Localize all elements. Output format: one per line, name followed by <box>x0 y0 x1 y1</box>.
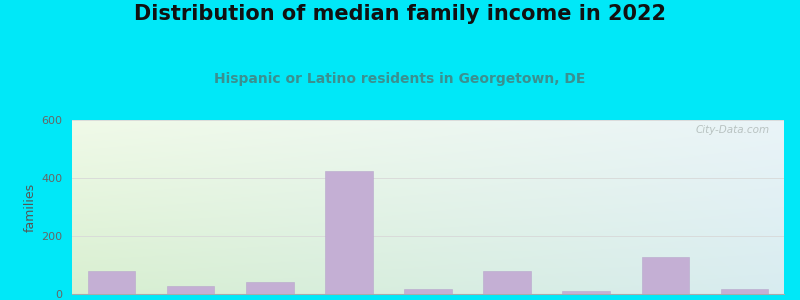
Bar <box>246 282 294 294</box>
Bar <box>721 289 768 294</box>
Bar <box>562 290 610 294</box>
Bar <box>642 257 689 294</box>
Bar <box>483 271 531 294</box>
Text: City-Data.com: City-Data.com <box>696 125 770 135</box>
Text: Hispanic or Latino residents in Georgetown, DE: Hispanic or Latino residents in Georgeto… <box>214 72 586 86</box>
Y-axis label: families: families <box>24 182 37 232</box>
Text: Distribution of median family income in 2022: Distribution of median family income in … <box>134 4 666 25</box>
Bar <box>325 171 373 294</box>
Bar <box>167 286 214 294</box>
Bar <box>404 289 452 294</box>
Bar <box>88 271 135 294</box>
